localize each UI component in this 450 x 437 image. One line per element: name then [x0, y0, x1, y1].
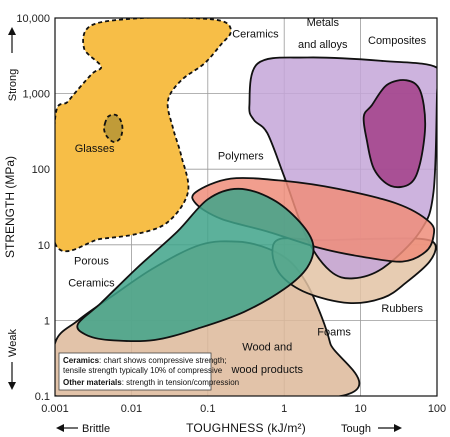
svg-text:Ceramics: chart shows compress: Ceramics: chart shows compressive streng… [63, 356, 227, 365]
region-ceramics-porous-ceramics [55, 18, 232, 253]
y-tick-label: 10 [38, 240, 50, 252]
x-axis-title: TOUGHNESS (kJ/m²) [186, 421, 306, 435]
region-label-ceramics: Ceramics [232, 29, 279, 41]
svg-text:Tough: Tough [341, 423, 371, 435]
x-tick-label: 0.1 [200, 403, 215, 415]
region-label-glasses: Glasses [75, 143, 115, 155]
y-tick-label: 0.1 [35, 391, 50, 403]
x-tick-label: 1 [281, 403, 287, 415]
region-label-ceramics: Ceramics [68, 278, 115, 290]
y-tick-labels: 0.1 1 10 100 1,000 10,000 [16, 13, 50, 403]
region-label-foams: Foams [317, 327, 351, 339]
region-label-polymers: Polymers [218, 150, 264, 162]
y-tick-label: 100 [32, 164, 50, 176]
note-line3-rest: : strength in tension/compression [122, 378, 239, 387]
region-label-wood-products: wood products [230, 364, 303, 376]
y-tick-label: 1 [44, 315, 50, 327]
x-tick-label: 0.01 [121, 403, 142, 415]
plot-frame [54, 17, 438, 397]
x-tick-label: 10 [354, 403, 366, 415]
x-tick-label: 0.001 [41, 403, 69, 415]
svg-text:Other materials: strength in t: Other materials: strength in tension/com… [63, 378, 239, 387]
regions-layer [55, 18, 437, 396]
y-tick-label: 1,000 [22, 89, 50, 101]
note-box: Ceramics: chart shows compressive streng… [58, 352, 239, 391]
region-glasses [103, 113, 124, 143]
x-tick-labels: 0.001 0.01 0.1 1 10 100 [41, 403, 446, 415]
region-wood-and-wood-products [76, 187, 315, 343]
note-line1-rest: : chart shows compressive strength; [99, 356, 227, 365]
y-tick-label: 10,000 [16, 13, 50, 25]
svg-text:Brittle: Brittle [82, 423, 110, 435]
region-labels: Ceramics Metals and alloys Composites Glasse… [68, 17, 426, 376]
note-line1-bold: Ceramics [63, 356, 100, 365]
note-line2: tensile strength typically 10% of compre… [63, 366, 223, 375]
svg-text:Strong: Strong [7, 69, 19, 101]
svg-text:Weak: Weak [7, 329, 19, 357]
weak-hint: Weak [7, 329, 19, 390]
region-label-rubbers: Rubbers [381, 303, 423, 315]
tough-hint: Tough [341, 423, 402, 435]
note-line3-bold: Other materials [63, 378, 122, 387]
region-composites [362, 79, 427, 189]
region-label-wood-and: Wood and [242, 341, 292, 353]
brittle-hint: Brittle [56, 423, 110, 435]
region-label-and-alloys: and alloys [298, 39, 348, 51]
strong-hint: Strong [7, 27, 19, 101]
region-label-composites: Composites [368, 35, 427, 47]
x-tick-label: 100 [428, 403, 446, 415]
region-label-porous: Porous [74, 255, 109, 267]
y-axis-title: STRENGTH (MPa) [3, 156, 17, 258]
region-label-metals: Metals [307, 17, 340, 29]
